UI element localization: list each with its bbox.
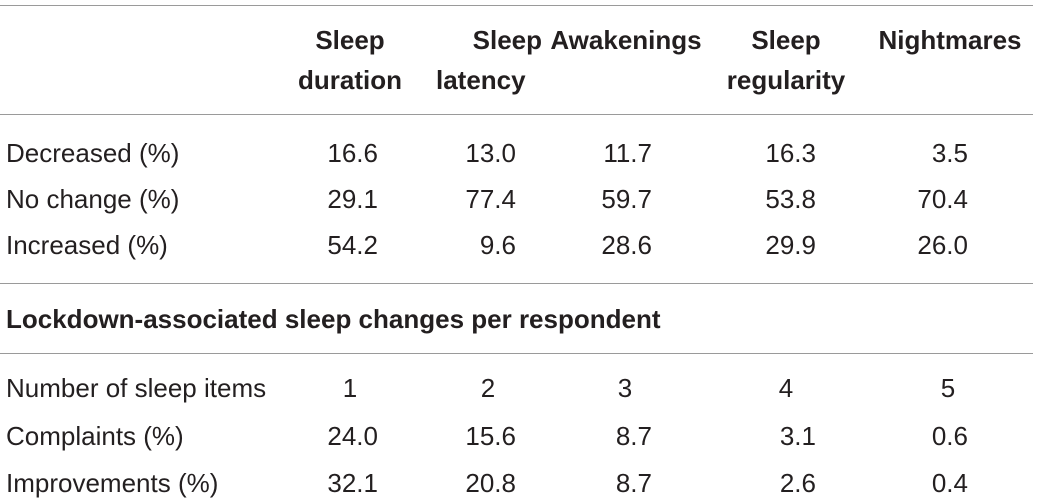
table-cell: 59.7 [601, 184, 652, 214]
table-cell: 8.7 [615, 468, 652, 498]
col-header-sleep-duration-line1: Sleep [315, 25, 385, 55]
section-title: Lockdown-associated sleep changes per re… [6, 304, 661, 334]
row-label: Improvements (%) [6, 468, 219, 498]
col-header-sleep-latency: Sleep latency [436, 20, 542, 100]
table-cell: 77.4 [465, 184, 516, 214]
table-cell: 70.4 [917, 184, 968, 214]
col-header-sleep-latency-line1: Sleep [472, 25, 542, 55]
table-cell: 0.6 [931, 421, 968, 451]
table-cell: 28.6 [601, 230, 652, 260]
table-cell: 53.8 [765, 184, 816, 214]
section-rule-bottom [0, 353, 1033, 354]
table-cell: 5 [940, 373, 956, 403]
row-label: Complaints (%) [6, 421, 184, 451]
table-cell: 24.0 [327, 421, 378, 451]
col-header-sleep-regularity-line1: Sleep [751, 25, 821, 55]
table-cell: 29.1 [327, 184, 378, 214]
col-header-sleep-regularity-line2: regularity [726, 65, 846, 95]
top-rule [0, 5, 1033, 6]
table-cell: 16.3 [765, 138, 816, 168]
col-header-sleep-regularity: Sleep regularity [716, 20, 856, 100]
table-cell: 26.0 [917, 230, 968, 260]
table-cell: 3.5 [931, 138, 968, 168]
table-cell: 2.6 [779, 468, 816, 498]
table-cell: 11.7 [603, 138, 652, 168]
table-cell: 29.9 [765, 230, 816, 260]
table-cell: 15.6 [465, 421, 516, 451]
col-header-nightmares: Nightmares [866, 20, 1034, 60]
row-label: No change (%) [6, 184, 180, 214]
table-cell: 9.6 [479, 230, 516, 260]
col-header-sleep-duration: Sleep duration [288, 20, 412, 100]
table-cell: 2 [480, 373, 496, 403]
row-label: Decreased (%) [6, 138, 180, 168]
table-cell: 0.4 [931, 468, 968, 498]
table-cell: 54.2 [327, 230, 378, 260]
col-header-sleep-latency-line2: latency [436, 65, 526, 95]
col-header-awakenings: Awakenings [540, 20, 712, 60]
table-cell: 3 [617, 373, 633, 403]
section-rule-top [0, 283, 1033, 284]
table-cell: 20.8 [465, 468, 516, 498]
table-cell: 3.1 [779, 421, 816, 451]
header-rule [0, 114, 1033, 115]
table-cell: 8.7 [615, 421, 652, 451]
table-cell: 13.0 [465, 138, 516, 168]
row-label: Increased (%) [6, 230, 168, 260]
table-cell: 1 [342, 373, 358, 403]
table-cell: 4 [778, 373, 794, 403]
col-header-nightmares-line1: Nightmares [878, 25, 1022, 55]
row-label: Number of sleep items [6, 373, 267, 403]
col-header-sleep-duration-line2: duration [298, 65, 402, 95]
table-cell: 32.1 [327, 468, 378, 498]
table-cell: 16.6 [327, 138, 378, 168]
col-header-awakenings-line1: Awakenings [550, 25, 702, 55]
